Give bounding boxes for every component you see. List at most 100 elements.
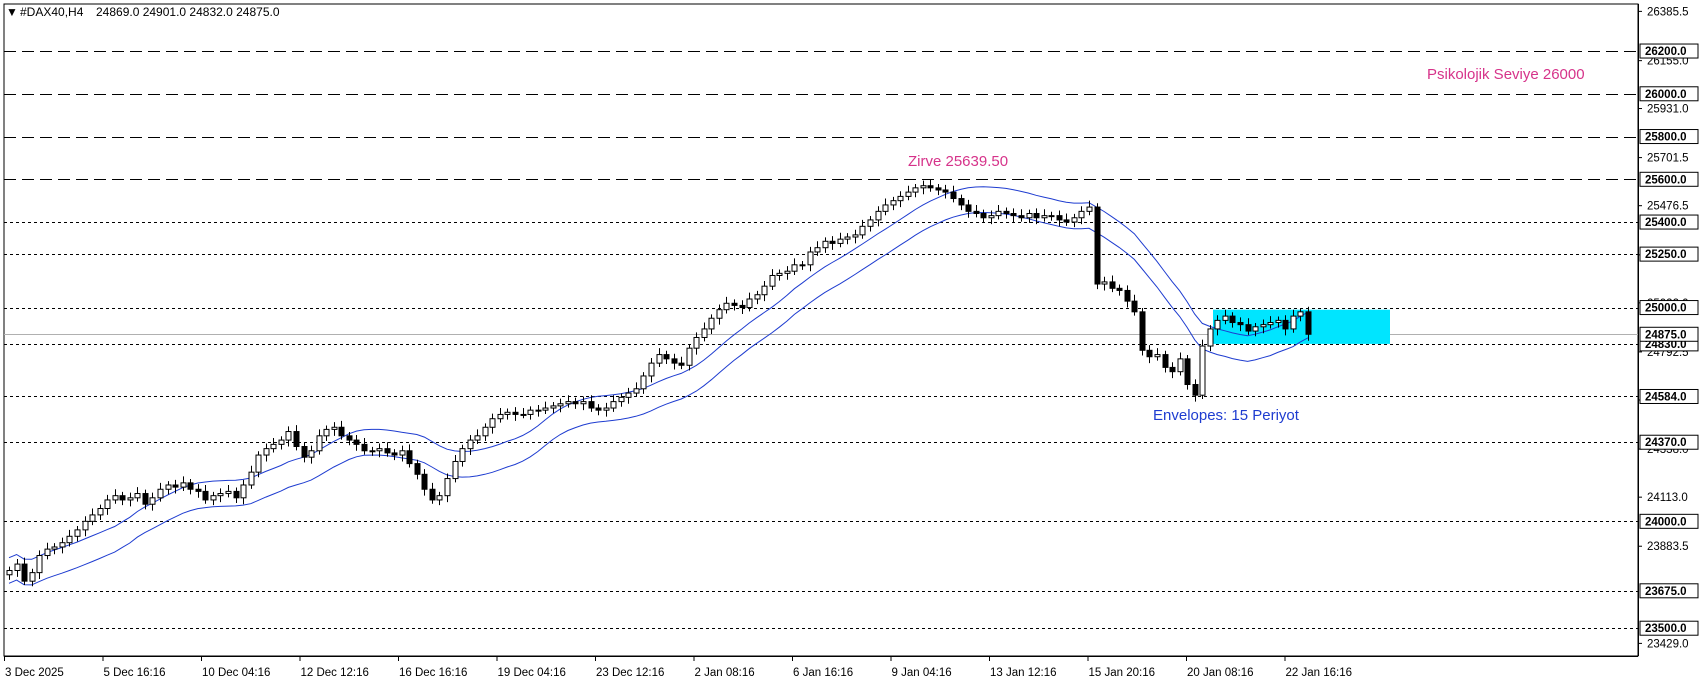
level-label-box xyxy=(1639,300,1699,316)
candle-body xyxy=(301,446,308,458)
level-label-box xyxy=(1639,620,1699,636)
x-tick-label: 13 Jan 12:16 xyxy=(990,667,1057,679)
candle-body xyxy=(1252,326,1259,332)
x-tick-label: 19 Dec 04:16 xyxy=(498,667,566,679)
candle-body xyxy=(142,493,149,505)
candle-body xyxy=(1094,206,1101,285)
candle-body xyxy=(814,247,821,253)
plot-frame xyxy=(3,3,1639,657)
candle-body xyxy=(1071,217,1078,223)
candle-body xyxy=(686,347,693,366)
level-label: 23500.0 xyxy=(1645,623,1687,635)
candle-body xyxy=(663,354,670,360)
candle-body xyxy=(97,507,104,516)
candle-body xyxy=(308,450,315,458)
y-tick-label: 25701.5 xyxy=(1647,153,1689,165)
candle-body xyxy=(1192,384,1199,396)
candle-body xyxy=(565,401,572,405)
candle-body xyxy=(731,302,738,306)
candle-body xyxy=(474,435,481,441)
candle-body xyxy=(1078,210,1085,219)
level-label: 23675.0 xyxy=(1645,586,1687,598)
level-label-box xyxy=(1639,129,1699,145)
candle-body xyxy=(897,195,904,202)
candle-body xyxy=(942,189,949,193)
candle-body xyxy=(406,450,413,465)
candle-body xyxy=(920,185,927,189)
candle-body xyxy=(1222,315,1229,321)
candle-body xyxy=(489,418,496,428)
y-tick-label: 23429.0 xyxy=(1647,638,1689,650)
candle-body xyxy=(1162,354,1169,368)
level-label: 24584.0 xyxy=(1645,391,1687,403)
candle-body xyxy=(195,488,202,492)
candle-body xyxy=(1199,345,1206,396)
candle-body xyxy=(912,187,919,193)
candle-body xyxy=(1048,215,1055,218)
x-axis: 3 Dec 2025 5 Dec 16:16 10 Dec 04:16 12 Dec … xyxy=(4,656,1638,679)
level-label: 26000.0 xyxy=(1645,89,1687,101)
envelope-lower-line xyxy=(8,211,1309,586)
x-tick-label: 10 Dec 04:16 xyxy=(202,667,270,679)
x-tick-label: 5 Dec 16:16 xyxy=(104,667,166,679)
candle-body xyxy=(935,187,942,191)
candle-body xyxy=(988,215,995,219)
candle-body xyxy=(784,270,791,274)
x-tick-label: 22 Jan 16:16 xyxy=(1286,667,1353,679)
candle-body xyxy=(6,569,13,576)
candle-body xyxy=(51,546,58,550)
annotation-peak: Zirve 25639.50 xyxy=(908,153,1008,170)
candle-body xyxy=(799,264,806,267)
candle-body xyxy=(1018,215,1025,219)
annotation-envelopes: Envelopes: 15 Periyot xyxy=(1153,407,1300,424)
y-axis: 26385.526155.025931.025701.525476.525246… xyxy=(1638,4,1699,656)
candle-body xyxy=(1033,212,1040,219)
candle-body xyxy=(255,454,262,473)
candle-body xyxy=(293,431,300,448)
x-tick-label: 16 Dec 16:16 xyxy=(399,667,467,679)
x-tick-label: 2 Jan 08:16 xyxy=(695,667,755,679)
level-label: 24000.0 xyxy=(1645,516,1687,528)
candle-body xyxy=(867,219,874,227)
candle-body xyxy=(671,358,678,364)
y-tick-label: 25476.5 xyxy=(1647,201,1689,213)
candle-body xyxy=(436,495,443,501)
candle-body xyxy=(550,405,557,409)
candle-body xyxy=(837,238,844,244)
level-label: 26200.0 xyxy=(1645,46,1687,58)
candle-body xyxy=(648,362,655,377)
envelope-upper-line xyxy=(8,186,1309,560)
candle-body xyxy=(973,210,980,214)
x-tick-label: 9 Jan 04:16 xyxy=(892,667,952,679)
candle-body xyxy=(399,450,406,456)
level-label-box xyxy=(1639,434,1699,450)
x-tick-label: 3 Dec 2025 xyxy=(5,667,64,679)
candle-body xyxy=(693,336,700,349)
candle-body xyxy=(746,298,753,309)
candle-body xyxy=(701,328,708,338)
candle-body xyxy=(414,463,421,475)
candle-body xyxy=(278,439,285,445)
current-price-box xyxy=(1639,326,1699,342)
candle-body xyxy=(384,448,391,454)
y-tick-label: 23883.5 xyxy=(1647,541,1689,553)
candle-body xyxy=(1237,322,1244,326)
candle-body xyxy=(21,563,28,582)
level-label: 25600.0 xyxy=(1645,174,1687,186)
candle-body xyxy=(74,529,81,537)
candle-body xyxy=(1169,366,1176,373)
candle-body xyxy=(353,439,360,445)
candle-body xyxy=(14,563,21,571)
candle-body xyxy=(240,484,247,499)
candle-body xyxy=(1214,319,1221,330)
level-label: 24830.0 xyxy=(1645,339,1687,351)
candle-body xyxy=(1267,322,1274,326)
title-arrow-icon[interactable]: ▼ xyxy=(6,5,18,19)
level-label: 25800.0 xyxy=(1645,132,1687,144)
level-label-box xyxy=(1639,86,1699,102)
y-tick-label: 26155.0 xyxy=(1647,56,1689,68)
candle-body xyxy=(708,317,715,330)
level-label-box xyxy=(1639,214,1699,230)
candle-body xyxy=(134,493,141,499)
